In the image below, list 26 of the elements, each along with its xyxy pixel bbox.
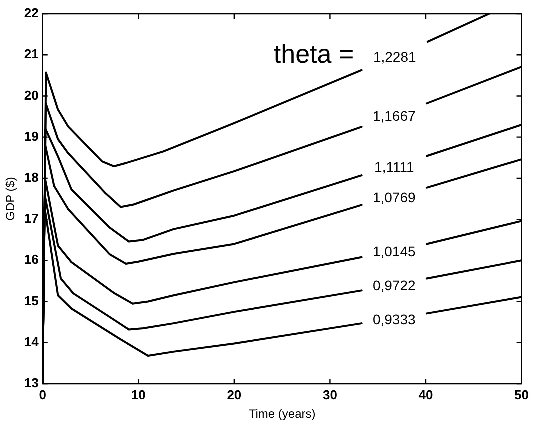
x-tick-label: 20 [227,387,242,402]
series-label: 0,9333 [372,311,416,328]
y-axis-title: GDP ($) [4,177,18,221]
series-label: 1,0145 [372,244,416,260]
x-axis-title: Time (years) [248,407,316,422]
x-tick-label: 30 [322,387,338,402]
y-tick-label: 18 [24,170,39,186]
series-label: 1,1667 [372,108,416,124]
series-label: 0,9722 [372,278,416,294]
series-label: 1,1111 [374,158,414,175]
y-tick-label: 15 [24,293,39,308]
x-tick-label: 0 [39,387,46,402]
series-label: 1,0769 [372,189,416,206]
y-tick-label: 16 [24,252,39,268]
y-tick-label: 13 [24,376,39,391]
y-tick-label: 22 [24,6,39,21]
y-tick-label: 17 [24,211,39,226]
y-tick-label: 19 [24,128,39,144]
x-tick-label: 50 [514,387,530,402]
y-tick-label: 20 [24,88,39,103]
series-label: 1,2281 [373,49,416,65]
y-tick-label: 14 [24,334,40,350]
annotation: theta = [274,39,354,70]
x-tick-label: 10 [131,387,146,402]
x-tick-label: 40 [418,387,434,402]
y-tick-label: 21 [24,46,39,62]
